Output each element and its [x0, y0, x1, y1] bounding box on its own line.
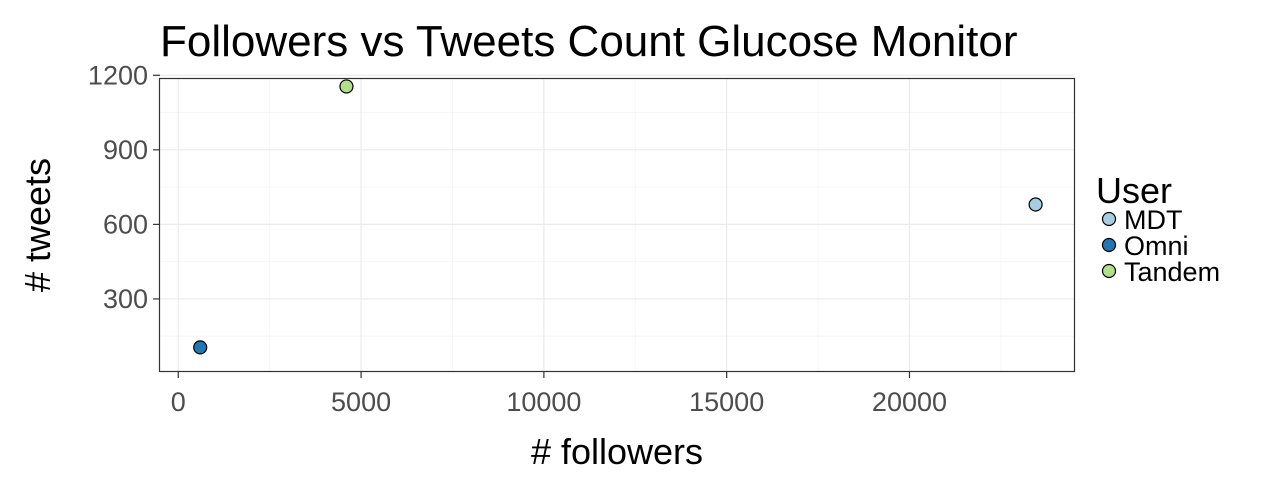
y-axis-title: # tweets	[17, 158, 58, 292]
data-point-tandem	[339, 79, 354, 94]
x-axis: 0 5000 10000 15000 20000	[171, 371, 947, 417]
x-tick-label: 15000	[689, 387, 764, 417]
legend-label-omni: Omni	[1124, 231, 1189, 261]
legend-label-mdt: MDT	[1124, 205, 1182, 235]
x-tick-label: 20000	[872, 387, 947, 417]
x-axis-title: # followers	[531, 431, 703, 472]
legend-key-tandem	[1101, 263, 1117, 279]
legend-key-omni	[1101, 237, 1117, 253]
legend-title: User	[1096, 170, 1172, 211]
data-points	[193, 79, 1043, 355]
y-tick-label: 600	[103, 209, 148, 239]
data-point-mdt	[1028, 197, 1043, 212]
legend-label-tandem: Tandem	[1124, 257, 1220, 287]
y-tick-label: 300	[103, 284, 148, 314]
grid-lines	[160, 74, 1074, 371]
y-tick-label: 1200	[88, 60, 148, 90]
x-tick-label: 5000	[331, 387, 391, 417]
data-point-omni	[193, 340, 208, 355]
y-tick-label: 900	[103, 135, 148, 165]
plot-panel	[158, 74, 1076, 373]
legend-key-mdt	[1101, 211, 1117, 227]
panel-border	[158, 77, 1076, 373]
chart-title: Followers vs Tweets Count Glucose Monito…	[160, 17, 1018, 66]
y-axis: 300 600 900 1200	[88, 60, 160, 314]
x-tick-label: 10000	[506, 387, 581, 417]
x-tick-label: 0	[171, 387, 186, 417]
